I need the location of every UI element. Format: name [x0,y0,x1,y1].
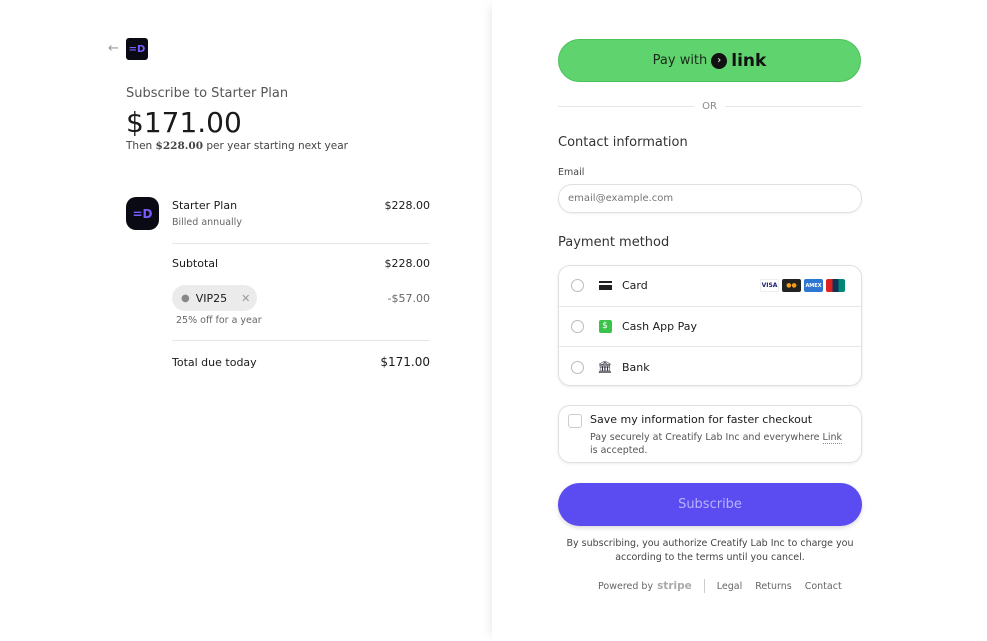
payment-method-list: Card VISA ●● AMEX $ Cash App Pay 🏛 Bank [558,265,862,386]
save-info-title: Save my information for faster checkout [590,413,813,426]
promo-description: 25% off for a year [176,315,262,326]
divider [703,579,705,593]
stripe-logo[interactable]: stripe [657,580,692,592]
link-button-label: Pay with [652,53,708,68]
divider [172,340,430,341]
discount-amount: -$57.00 [387,292,430,305]
divider [172,243,430,244]
or-text: OR [702,101,717,112]
item-billing: Billed annually [172,217,242,228]
email-input[interactable] [558,184,862,213]
terms-text: By subscribing, you authorize Creatify L… [566,538,854,563]
arrow-left-icon[interactable]: ← [108,41,119,56]
product-logo: =D [126,197,159,230]
mastercard-icon: ●● [782,279,801,292]
save-info-checkbox[interactable] [568,414,582,428]
remove-promo-icon[interactable]: ✕ [241,291,251,305]
amex-icon: AMEX [804,279,823,292]
card-icon [598,281,612,291]
save-info-box: Save my information for faster checkout … [558,405,862,463]
payment-method-cash-app[interactable]: $ Cash App Pay [559,307,861,347]
subscribe-title: Subscribe to Starter Plan [126,86,289,101]
price: $171.00 [126,106,242,139]
tag-icon: ● [181,292,190,304]
item-amount: $228.00 [384,199,431,212]
radio-button[interactable] [571,279,584,293]
or-divider: OR [558,101,862,112]
method-label: Cash App Pay [622,319,697,333]
cash-app-icon: $ [598,319,612,333]
unionpay-icon [826,279,845,292]
contact-link[interactable]: Contact [804,580,842,592]
returns-link[interactable]: Returns [755,580,792,592]
card-brands: VISA ●● AMEX [760,279,845,292]
contact-heading: Contact information [558,135,688,150]
subtotal-amount: $228.00 [384,257,431,270]
radio-button[interactable] [571,360,584,374]
merchant-logo: =D [126,38,148,60]
renewal-amount: $228.00 [155,140,204,152]
item-name: Starter Plan [172,199,238,212]
promo-code: VIP25 [195,291,228,305]
subtotal-label: Subtotal [172,257,219,270]
legal-link[interactable]: Legal [716,580,743,592]
subscribe-button[interactable]: Subscribe [558,483,862,526]
link-brand: link [731,50,767,71]
bank-icon: 🏛 [597,360,613,375]
pay-with-link-button[interactable]: Pay with › link [558,39,861,82]
promo-chip: ● VIP25 ✕ [172,285,257,311]
method-label: Card [622,279,648,293]
save-info-description: Pay securely at Creatify Lab Inc and eve… [590,431,850,457]
footer: Powered by stripe Legal Returns Contact [598,579,855,593]
renewal-note: Then $228.00 per year starting next year [126,140,348,152]
link-info-link[interactable]: Link [822,432,843,444]
save-desc-text: is accepted. [590,445,648,456]
renewal-prefix: Then [126,140,156,152]
powered-by: Powered by [598,580,654,592]
link-logo-icon: › [711,52,728,69]
payment-method-bank[interactable]: 🏛 Bank [559,347,861,385]
renewal-suffix: per year starting next year [203,140,348,152]
payment-method-card[interactable]: Card VISA ●● AMEX [559,266,861,307]
save-desc-text: Pay securely at Creatify Lab Inc and eve… [590,432,823,443]
order-summary-panel: ← =D Subscribe to Starter Plan $171.00 T… [0,0,492,641]
radio-button[interactable] [571,319,584,333]
total-amount: $171.00 [380,355,430,369]
email-label: Email [558,167,585,178]
payment-method-heading: Payment method [558,235,670,250]
total-label: Total due today [172,356,257,369]
method-label: Bank [622,360,650,374]
visa-icon: VISA [760,279,779,292]
